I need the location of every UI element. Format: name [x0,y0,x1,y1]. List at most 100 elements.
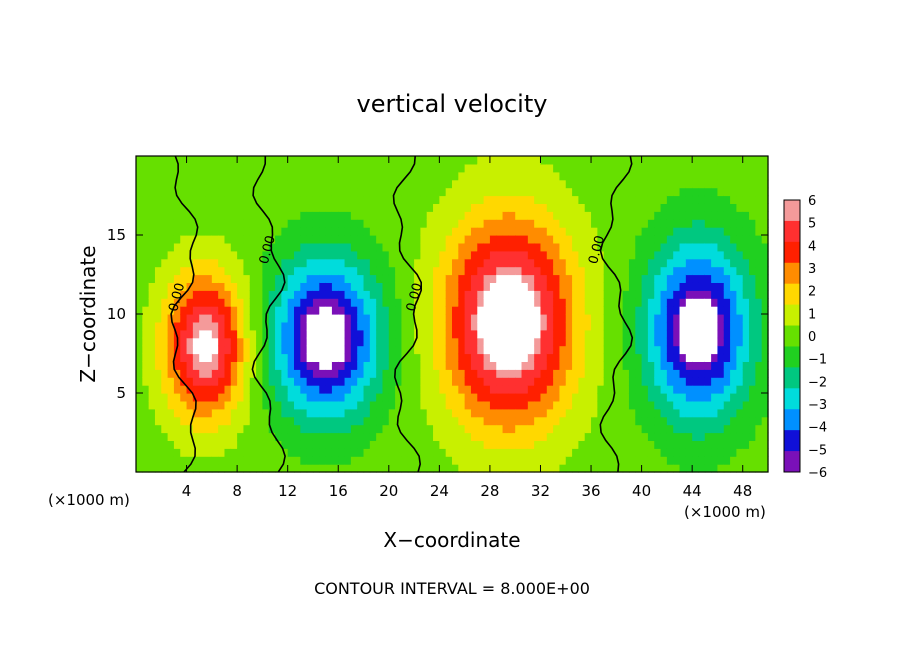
heatmap-cell [395,393,403,402]
heatmap-cell [218,369,226,378]
heatmap-cell [641,385,649,394]
heatmap-cell [287,329,295,339]
heatmap-cell [477,329,485,339]
heatmap-cell [685,163,693,173]
heatmap-cell [698,211,706,220]
heatmap-cell [464,440,472,449]
heatmap-cell [281,432,289,441]
heatmap-cell [597,211,605,220]
heatmap-cell [736,393,744,402]
heatmap-cell [584,235,592,244]
heatmap-cell [534,329,542,339]
heatmap-cell [192,187,200,197]
heatmap-cell [508,440,516,449]
heatmap-cell [452,211,459,220]
heatmap-cell [628,235,636,244]
heatmap-cell [622,282,630,291]
heatmap-cell [433,456,440,465]
heatmap-cell [597,464,605,473]
heatmap-cell [357,156,365,165]
heatmap-cell [287,235,295,244]
heatmap-cell [591,235,598,244]
heatmap-cell [230,377,238,386]
heatmap-cell [445,242,453,252]
heatmap-cell [647,266,655,276]
heatmap-cell [312,163,320,173]
heatmap-cell [218,456,226,465]
heatmap-cell [711,385,719,394]
heatmap-cell [578,440,586,449]
heatmap-cell [312,227,320,236]
heatmap-cell [230,298,238,307]
heatmap-cell [458,156,466,165]
heatmap-cell [527,235,535,244]
heatmap-cell [256,258,263,268]
heatmap-cell [268,464,276,473]
heatmap-cell [338,424,346,434]
heatmap-cell [180,361,188,370]
heatmap-cell [761,337,769,347]
heatmap-cell [553,250,561,260]
heatmap-cell [173,400,181,410]
heatmap-cell [256,314,263,323]
heatmap-cell [281,314,289,323]
heatmap-cell [641,250,649,260]
heatmap-cell [312,377,320,386]
heatmap-cell [167,266,175,276]
heatmap-cell [395,235,403,244]
heatmap-cell [439,345,447,355]
heatmap-cell [610,242,617,252]
heatmap-cell [414,321,421,331]
heatmap-cell [704,235,712,244]
heatmap-cell [553,219,561,228]
heatmap-cell [142,424,150,434]
heatmap-cell [622,353,630,362]
heatmap-cell [186,448,194,457]
heatmap-cell [230,290,238,299]
heatmap-cell [136,235,143,244]
heatmap-cell [572,393,579,402]
heatmap-cell [470,163,478,173]
heatmap-cell [616,163,624,173]
heatmap-cell [692,329,700,339]
heatmap-cell [559,440,567,449]
heatmap-cell [363,337,371,347]
heatmap-cell [369,179,377,189]
heatmap-cell [622,337,630,347]
heatmap-cell [723,329,731,339]
heatmap-cell [161,266,169,276]
heatmap-cell [660,187,668,197]
heatmap-cell [363,432,371,441]
heatmap-cell [445,290,453,299]
heatmap-cell [666,464,674,473]
heatmap-cell [711,329,719,339]
heatmap-cell [281,187,289,197]
heatmap-cell [597,203,605,212]
heatmap-cell [180,298,188,307]
heatmap-cell [679,250,687,260]
heatmap-cell [679,440,687,449]
heatmap-cell [572,187,579,197]
heatmap-cell [496,219,504,228]
heatmap-cell [711,456,719,465]
heatmap-cell [546,314,554,323]
heatmap-cell [622,432,630,441]
heatmap-cell [622,290,630,299]
heatmap-cell [496,195,504,204]
heatmap-cell [553,353,561,362]
heatmap-cell [704,464,712,473]
heatmap-cell [666,195,674,204]
heatmap-cell [167,282,175,291]
heatmap-cell [679,282,687,291]
heatmap-cell [148,314,156,323]
heatmap-cell [420,424,428,434]
heatmap-cell [603,337,611,347]
heatmap-cell [262,171,270,181]
heatmap-cell [546,432,554,441]
heatmap-cell [205,306,213,315]
heatmap-cell [306,345,314,355]
heatmap-cell [540,242,548,252]
heatmap-cell [142,385,150,394]
heatmap-cell [553,361,561,370]
heatmap-cell [275,408,282,418]
